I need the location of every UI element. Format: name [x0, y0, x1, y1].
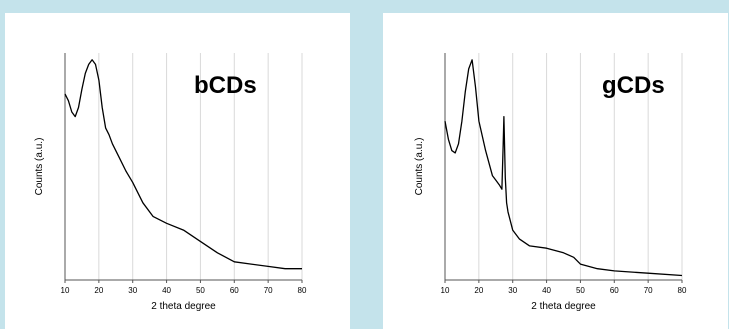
chart-0-x-axis-label: 2 theta degree	[151, 301, 216, 312]
chart-0-series-line	[64, 59, 302, 270]
xrd-chart-bcds: 10 20 30 40 50 60 70 80 2 theta degree Counts (a.…	[34, 53, 307, 312]
chart-0-tick-label-30: 30	[128, 286, 137, 295]
chart-1-tick-label-10: 10	[441, 286, 450, 295]
chart-1-tick-label-40: 40	[542, 286, 551, 295]
xrd-chart-gcds: 10 20 30 40 50 60 70 80 2 theta degree Counts (a.…	[414, 53, 687, 312]
chart-0-sample-label: bCDs	[194, 72, 257, 99]
chart-0-tick-label-80: 80	[298, 286, 307, 295]
chart-1-tick-label-80: 80	[678, 286, 687, 295]
chart-0-tick-label-60: 60	[230, 286, 239, 295]
chart-1-tick-label-70: 70	[644, 286, 653, 295]
chart-1-sample-label: gCDs	[602, 72, 665, 99]
chart-1-tick-label-30: 30	[508, 286, 517, 295]
chart-0-tick-label-50: 50	[196, 286, 205, 295]
chart-1-tick-label-50: 50	[576, 286, 585, 295]
chart-0-tick-label-10: 10	[61, 286, 70, 295]
chart-1-series-line	[444, 59, 683, 277]
chart-1-x-axis-label: 2 theta degree	[531, 301, 596, 312]
chart-0-y-axis-label: Counts (a.u.)	[34, 138, 45, 196]
chart-1-tick-label-60: 60	[610, 286, 619, 295]
chart-1-y-axis-label: Counts (a.u.)	[414, 138, 425, 196]
chart-panel-gcds: 10 20 30 40 50 60 70 80 2 theta degree Counts (a.…	[383, 13, 728, 329]
chart-0-tick-label-20: 20	[94, 286, 103, 295]
chart-0-tick-label-70: 70	[264, 286, 273, 295]
chart-panel-bcds: 10 20 30 40 50 60 70 80 2 theta degree Counts (a.…	[5, 13, 350, 329]
chart-1-tick-label-20: 20	[474, 286, 483, 295]
chart-0-tick-label-40: 40	[162, 286, 171, 295]
